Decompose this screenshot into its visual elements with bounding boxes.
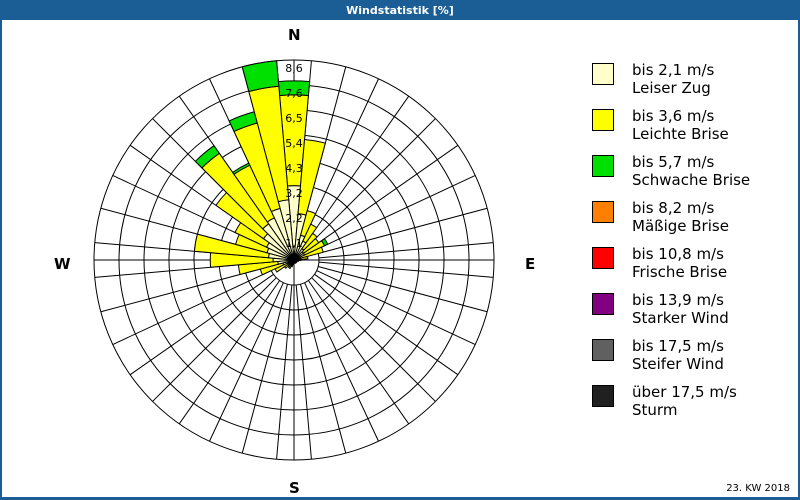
legend-swatch: [592, 155, 614, 177]
grid-spoke: [299, 284, 347, 454]
radial-tick-label: 8,6: [285, 62, 303, 75]
period-label: 23. KW 2018: [726, 483, 790, 494]
legend-range: bis 5,7 m/s: [632, 153, 715, 171]
grid-spoke: [152, 277, 277, 402]
legend-range: bis 3,6 m/s: [632, 107, 715, 125]
grid-spoke: [241, 284, 289, 454]
legend-name: Leichte Brise: [632, 125, 729, 143]
legend-swatch: [592, 339, 614, 361]
chart-title: Windstatistik [%]: [346, 4, 454, 17]
compass-label-north: N: [288, 26, 301, 44]
legend-name: Frische Brise: [632, 263, 728, 281]
radial-tick-label: 3,2: [285, 187, 303, 200]
grid-spoke: [209, 282, 284, 442]
grid-spoke: [316, 175, 476, 250]
radial-tick-label: 7,6: [285, 87, 303, 100]
radial-tick-label: 4,3: [285, 162, 303, 175]
wind-bar-segment: [320, 237, 329, 247]
radial-tick-label: 1,1: [285, 237, 303, 250]
legend-range: bis 10,8 m/s: [632, 245, 724, 263]
compass-label-south: S: [289, 479, 300, 497]
grid-spoke: [112, 270, 272, 345]
legend-name: Mäßige Brise: [632, 217, 729, 235]
grid-spoke: [304, 282, 379, 442]
wind-bar-segment: [297, 138, 326, 216]
grid-spoke: [295, 284, 312, 460]
grid-spoke: [318, 207, 488, 255]
wind-bar-segment: [194, 145, 220, 169]
compass-label-east: E: [525, 255, 536, 273]
grid-spoke: [318, 265, 488, 313]
legend-name: Schwache Brise: [632, 171, 751, 189]
wind-bar-segment: [277, 80, 311, 97]
wind-bar-segment: [241, 60, 280, 93]
grid-spoke: [318, 261, 494, 278]
legend-swatch: [592, 63, 614, 85]
legend-range: bis 17,5 m/s: [632, 337, 724, 355]
grid-spoke: [307, 280, 410, 425]
radial-tick-label: 6,5: [285, 112, 303, 125]
legend-name: Sturm: [632, 401, 678, 419]
legend-range: über 17,5 m/s: [632, 383, 737, 401]
wind-rose-plot: 1,1 2,2 3,2 4,3 5,4 6,5 7,6 8,6: [93, 59, 495, 461]
legend-name: Steifer Wind: [632, 355, 724, 373]
grid-spoke: [178, 280, 281, 425]
grid-spoke: [304, 78, 379, 238]
wind-bar-segment: [302, 223, 318, 244]
grid-spoke: [314, 273, 459, 376]
compass-label-west: W: [54, 255, 71, 273]
grid-spoke: [318, 242, 494, 259]
wind-bar-segment: [193, 233, 270, 259]
grid-spoke: [276, 284, 293, 460]
wind-bar-segment: [301, 232, 318, 251]
legend-swatch: [592, 385, 614, 407]
grid-spoke: [311, 118, 436, 243]
legend-swatch: [592, 201, 614, 223]
wind-bar-segment: [299, 246, 324, 259]
center-point: [290, 256, 298, 264]
legend-swatch: [592, 247, 614, 269]
grid-spoke: [307, 95, 410, 240]
legend-swatch: [592, 293, 614, 315]
wind-bar-segment: [300, 209, 317, 238]
legend-name: Leiser Zug: [632, 79, 711, 97]
radial-tick-label: 2,2: [285, 212, 303, 225]
grid-spoke: [316, 270, 476, 345]
grid-spoke: [314, 144, 459, 247]
chart-panel: 1,1 2,2 3,2 4,3 5,4 6,5 7,6 8,6 N E S W bis 2,1…: [2, 20, 798, 497]
wind-bar-segment: [300, 255, 309, 260]
grid-spoke: [311, 277, 436, 402]
legend-swatch: [592, 109, 614, 131]
grid-spoke: [129, 273, 274, 376]
legend-name: Starker Wind: [632, 309, 729, 327]
legend-range: bis 13,9 m/s: [632, 291, 724, 309]
legend-range: bis 2,1 m/s: [632, 61, 715, 79]
legend-range: bis 8,2 m/s: [632, 199, 715, 217]
radial-tick-label: 5,4: [285, 137, 303, 150]
